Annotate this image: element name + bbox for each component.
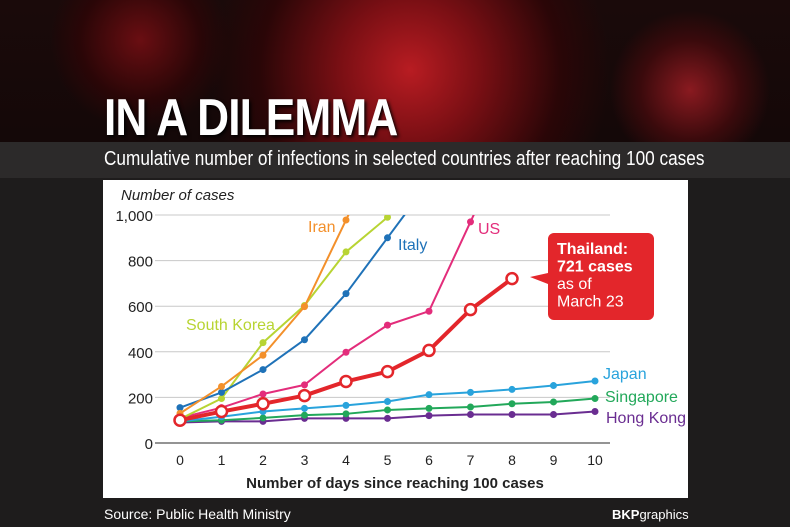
x-tick-label: 4 (342, 452, 350, 468)
thailand-callout-text: as of (557, 276, 592, 293)
data-point-japan (425, 391, 433, 399)
brand-bold: BKP (612, 507, 640, 522)
data-point-japan (591, 377, 599, 385)
data-point-japan (550, 382, 557, 390)
x-tick-label: 8 (508, 452, 516, 468)
data-point-us (301, 381, 308, 389)
data-point-japan (384, 398, 391, 406)
data-point-thailand (173, 413, 187, 427)
data-point-italy (259, 366, 267, 374)
data-point-iran (259, 351, 267, 359)
data-point-japan (342, 401, 350, 409)
data-point-hong-kong (425, 412, 433, 420)
data-point-japan (301, 404, 308, 412)
y-axis-label: Number of cases (121, 187, 235, 204)
data-point-italy (176, 404, 184, 412)
x-tick-label: 7 (467, 452, 475, 468)
x-axis-label: Number of days since reaching 100 cases (246, 475, 544, 492)
y-tick-label: 600 (128, 299, 153, 316)
thailand-callout-box (530, 233, 654, 320)
data-point-iran (342, 216, 350, 224)
chart-subtitle: Cumulative number of infections in selec… (104, 148, 705, 170)
data-point-singapore (467, 403, 474, 411)
data-point-thailand (380, 364, 395, 379)
x-tick-label: 10 (587, 452, 603, 468)
data-point-hong-kong (591, 408, 599, 416)
data-point-singapore (259, 414, 267, 422)
y-tick-label: 400 (128, 345, 153, 362)
data-point-thailand (256, 397, 270, 411)
data-point-singapore (550, 398, 557, 406)
data-point-thailand (339, 374, 353, 389)
series-label-us: US (478, 221, 500, 238)
data-point-hong-kong (508, 411, 516, 418)
thailand-callout-text: March 23 (557, 294, 624, 311)
series-label-iran: Iran (308, 219, 336, 236)
data-point-singapore (425, 404, 433, 412)
y-tick-label: 1,000 (115, 208, 153, 225)
y-tick-label: 0 (145, 436, 153, 453)
series-label-japan: Japan (603, 366, 647, 383)
source-note: Source: Public Health Ministry (104, 506, 291, 522)
data-point-italy (218, 388, 225, 396)
data-point-singapore (301, 411, 308, 419)
data-point-south-korea (384, 215, 391, 221)
data-point-thailand (422, 343, 436, 358)
x-tick-label: 2 (259, 452, 267, 468)
data-point-hong-kong (384, 414, 391, 422)
data-point-thailand (214, 404, 229, 419)
x-tick-label: 3 (301, 452, 309, 468)
series-label-south-korea: South Korea (186, 317, 275, 334)
data-point-south-korea (218, 395, 225, 403)
data-point-us (425, 307, 433, 315)
y-tick-label: 200 (128, 390, 153, 407)
x-tick-label: 9 (550, 452, 558, 468)
data-point-iran (218, 382, 225, 390)
data-point-singapore (342, 410, 350, 418)
data-point-japan (467, 388, 474, 396)
series-label-hong-kong: Hong Kong (606, 410, 686, 427)
data-point-us (259, 390, 267, 398)
data-point-thailand (463, 302, 478, 317)
data-point-thailand (505, 271, 519, 286)
y-tick-label: 800 (128, 254, 153, 271)
data-point-south-korea (342, 248, 350, 256)
series-group (173, 215, 599, 427)
x-tick-label: 6 (425, 452, 433, 468)
data-point-us (342, 348, 350, 356)
series-line-iran (179, 215, 350, 415)
series-label-singapore: Singapore (605, 389, 678, 406)
data-point-thailand (297, 388, 312, 403)
x-tick-label: 5 (384, 452, 392, 468)
data-point-italy (342, 290, 350, 298)
headline: IN A DILEMMA (104, 89, 398, 147)
thailand-callout-text: Thailand: (557, 241, 628, 258)
series-line-south-korea (179, 216, 389, 420)
data-point-italy (301, 336, 308, 344)
thailand-callout-text: 721 cases (557, 259, 633, 276)
data-point-us (384, 321, 391, 329)
data-point-hong-kong (550, 411, 557, 418)
data-point-italy (384, 234, 391, 242)
subtitle-bar (0, 142, 790, 178)
data-point-iran (301, 303, 308, 311)
x-tick-label: 0 (176, 452, 184, 468)
data-point-japan (508, 385, 516, 393)
brand-logo: BKPgraphics (612, 507, 689, 522)
virus-banner-image (0, 0, 790, 142)
series-label-italy: Italy (398, 237, 427, 254)
data-point-singapore (384, 406, 391, 414)
data-point-singapore (591, 395, 599, 403)
data-point-singapore (508, 400, 516, 408)
data-point-hong-kong (467, 411, 474, 418)
data-point-south-korea (259, 339, 267, 347)
x-tick-label: 1 (218, 452, 226, 468)
brand-rest: graphics (639, 507, 689, 522)
data-point-us (467, 218, 474, 226)
